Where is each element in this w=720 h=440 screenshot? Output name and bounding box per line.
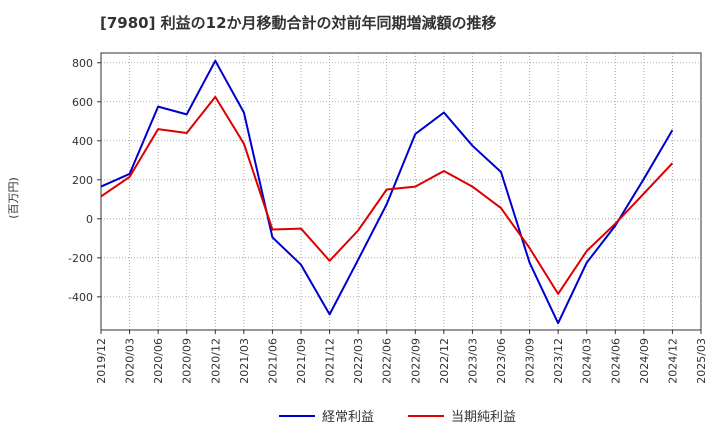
x-tick-label: 2023/09 <box>524 338 537 384</box>
y-tick-label: 200 <box>72 174 93 187</box>
chart-title: [7980] 利益の12か月移動合計の対前年同期増減額の推移 <box>100 14 497 32</box>
y-tick-label: 400 <box>72 135 93 148</box>
y-axis: -400 -200 0 200 400 600 800 <box>68 57 101 304</box>
x-tick-label: 2024/03 <box>581 338 594 384</box>
x-tick-label: 2022/09 <box>409 338 422 384</box>
y-tick-label: 0 <box>86 213 93 226</box>
x-tick-label: 2024/09 <box>638 338 651 384</box>
x-tick-label: 2021/06 <box>266 338 279 384</box>
x-tick-label: 2020/03 <box>124 338 137 384</box>
x-tick-label: 2021/03 <box>238 338 251 384</box>
x-tick-label: 2023/06 <box>495 338 508 384</box>
x-tick-label: 2021/09 <box>295 338 308 384</box>
series-line-1 <box>100 59 674 325</box>
legend: 経常利益 当期純利益 <box>279 410 516 425</box>
x-tick-label: 2025/03 <box>695 338 708 384</box>
x-tick-label: 2023/12 <box>552 338 565 384</box>
y-tick-label: -400 <box>68 291 93 304</box>
x-tick-label: 2020/06 <box>152 338 165 384</box>
series-lines <box>100 59 674 325</box>
x-tick-label: 2021/12 <box>324 338 337 384</box>
x-tick-label: 2022/03 <box>352 338 365 384</box>
y-tick-label: 800 <box>72 57 93 70</box>
y-axis-label: (百万円) <box>7 177 20 219</box>
x-tick-label: 2022/06 <box>381 338 394 384</box>
legend-label-2: 当期純利益 <box>451 410 516 425</box>
plot-area <box>100 52 702 331</box>
x-tick-label: 2024/12 <box>666 338 679 384</box>
x-tick-label: 2019/12 <box>95 338 108 384</box>
y-tick-label: -200 <box>68 252 93 265</box>
legend-label-1: 経常利益 <box>322 410 374 425</box>
y-tick-label: 600 <box>72 96 93 109</box>
x-tick-label: 2020/12 <box>209 338 222 384</box>
grid <box>101 53 701 330</box>
x-tick-label: 2022/12 <box>438 338 451 384</box>
series-line-2 <box>100 95 674 295</box>
x-tick-label: 2024/06 <box>609 338 622 384</box>
x-tick-label: 2020/09 <box>181 338 194 384</box>
x-tick-label: 2023/03 <box>466 338 479 384</box>
x-axis: 2019/12 2020/03 2020/06 2020/09 2020/12 2021/… <box>95 330 708 384</box>
